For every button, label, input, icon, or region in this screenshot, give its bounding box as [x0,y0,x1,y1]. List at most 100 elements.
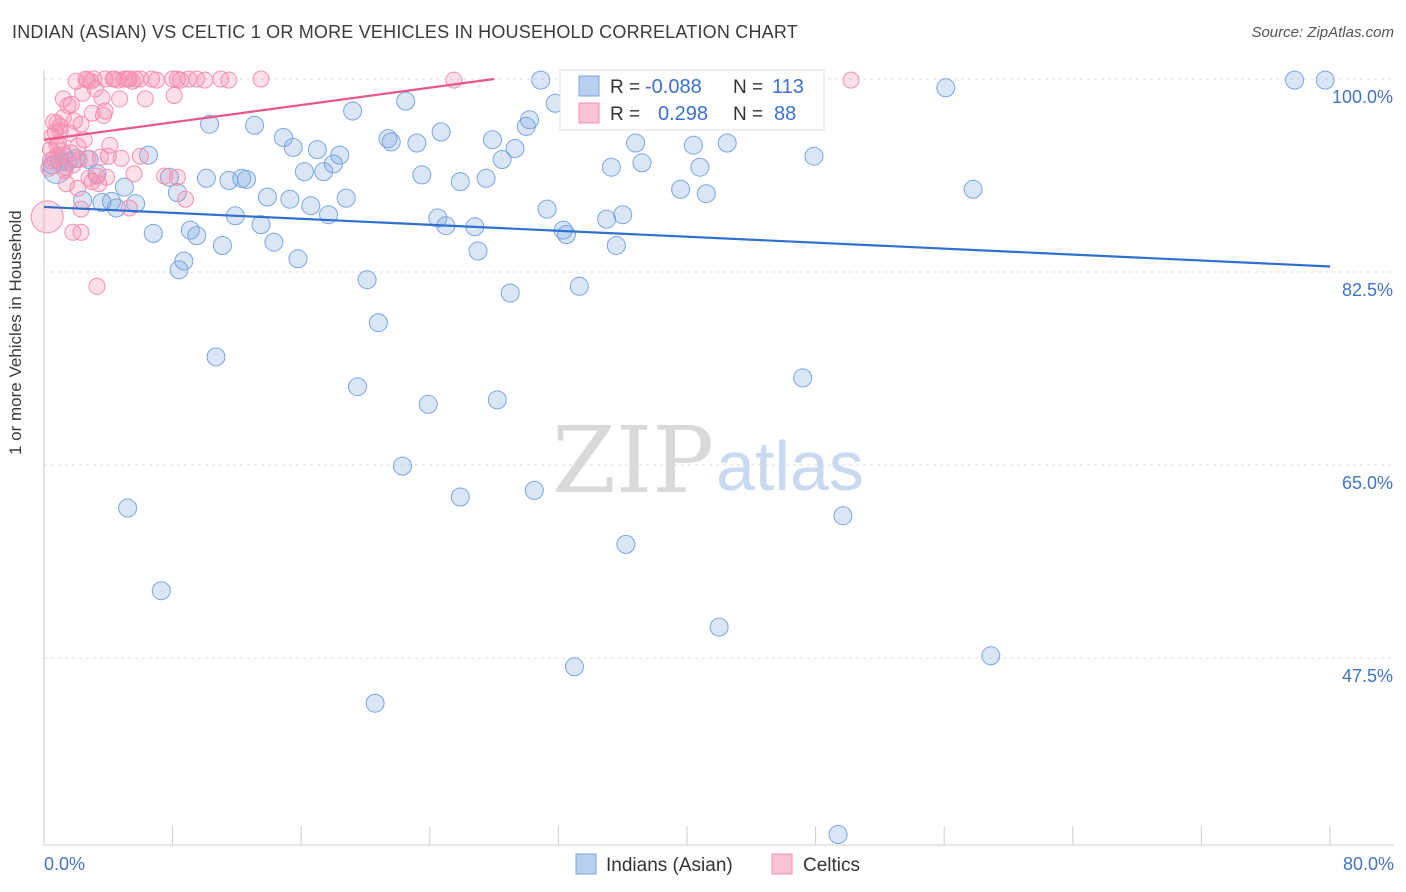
indians-point [537,199,557,219]
indians-point [981,646,1001,666]
celtics-point [69,137,87,155]
celtics-trend-line [43,77,495,141]
celtics-point [69,179,87,197]
indians-point [505,139,525,158]
celtics-point [45,113,63,131]
indians-point [601,157,621,177]
indians-point [690,157,710,177]
correlation-legend: R = -0.088 N = 113 R = 0.298 N = 88 [559,69,825,131]
indians-point [274,128,293,147]
celtics-point [78,149,96,167]
celtics-point [72,223,90,241]
celtics-point [56,158,74,176]
indians-point [343,101,363,121]
celtics-point [148,71,165,89]
indians-point [597,209,617,229]
series-legend-swatch-indians [575,853,597,875]
indians-point [365,693,385,713]
celtics-point [101,136,119,154]
indians-point [237,169,256,189]
series-legend-swatch-celtics [771,853,793,875]
indians-point [524,480,544,500]
x-tick-labels: 0.0% 80.0% [44,854,1394,874]
celtics-point [74,84,92,102]
celtics-point [58,175,75,193]
indians-point [613,205,633,225]
indians-point [632,153,652,173]
indians-point [187,226,207,246]
legend-swatch-blue [578,75,600,97]
y-tick-label: 82.5% [1342,280,1393,300]
indians-point [671,179,691,199]
indians-point [336,188,356,208]
indians-point [118,498,138,518]
indians-point [143,223,163,243]
indians-point [616,534,636,554]
data-points [30,70,1335,844]
indians-point [330,145,350,165]
indians-point [92,193,112,212]
indians-point [450,172,470,192]
indians-point [833,506,853,526]
celtics-point [54,90,72,108]
celtics-point [125,165,143,183]
indians-point [468,241,488,261]
legend-r-label-1: R = [610,77,640,98]
indians-point [357,270,377,290]
legend-r-label-2: R = [610,104,640,125]
indians-trend-line [43,205,1331,268]
celtics-point [96,102,114,120]
indians-point [307,140,327,160]
celtics-point [120,199,138,217]
indians-point [428,208,448,228]
indians-point [264,232,284,252]
indians-point [804,146,824,166]
indians-point [368,313,388,333]
indians-point [531,70,551,90]
legend-n-label-1: N = [733,77,763,98]
indians-point [283,137,303,157]
celtics-point [168,168,186,186]
indians-point [301,196,321,216]
celtics-point [41,152,59,170]
trend-lines [43,77,1331,268]
indians-point [174,251,194,271]
indians-point [793,368,813,388]
indians-point [381,132,401,152]
indians-point [294,162,314,182]
indians-point [626,133,646,153]
celtics-point [165,87,183,104]
celtics-point [177,190,194,208]
indians-point [492,150,512,169]
series-legend-label-indians: Indians (Asian) [606,855,733,876]
celtics-point [51,122,69,140]
watermark-atlas: atlas [716,427,864,505]
series-legend: Indians (Asian) Celtics [575,853,860,876]
indians-point [348,377,367,397]
indians-point [418,394,438,414]
celtics-point [30,200,64,234]
indians-point [683,135,703,155]
indians-point [393,456,412,476]
legend-n-value-1: 113 [772,76,804,98]
indians-point [114,177,134,197]
indians-point [556,225,576,244]
legend-n-label-2: N = [733,104,763,125]
celtics-point [156,167,174,185]
indians-point [106,198,126,218]
indians-point [431,122,451,142]
indians-point [314,162,334,182]
indians-point [396,91,416,111]
celtics-point [93,89,111,107]
indians-point [569,276,589,296]
watermark: ZIP atlas [552,407,864,514]
indians-point [378,129,398,149]
indians-point [280,189,300,209]
indians-point [450,487,470,507]
y-tick-label: 47.5% [1342,666,1393,686]
x-tick-label-max: 80.0% [1343,854,1394,874]
x-tick-label-min: 0.0% [44,854,85,874]
celtics-point [131,147,149,165]
indians-point [500,283,520,303]
indians-point [936,78,956,98]
